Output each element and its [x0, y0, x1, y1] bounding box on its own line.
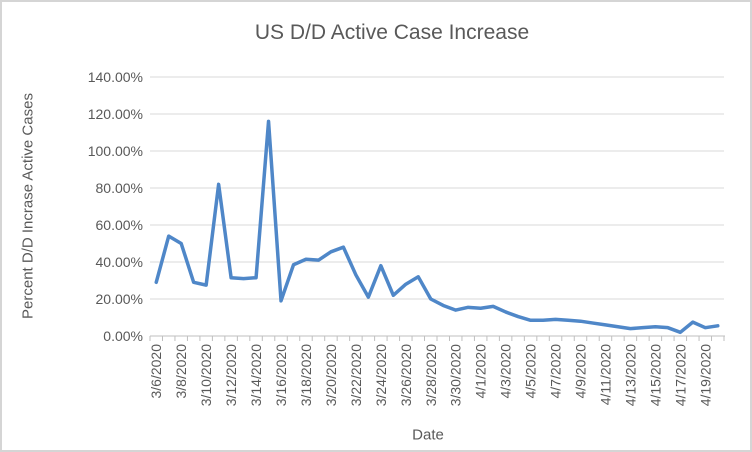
x-tick-label: 4/19/2020	[697, 344, 713, 406]
x-tick-label: 4/1/2020	[473, 344, 489, 399]
y-tick-label: 140.00%	[88, 69, 143, 85]
y-tick-label: 80.00%	[96, 180, 143, 196]
x-tick-label: 4/11/2020	[597, 344, 613, 405]
y-tick-label: 20.00%	[96, 291, 143, 307]
x-tick-label: 4/9/2020	[573, 344, 589, 399]
x-tick-label: 3/24/2020	[373, 344, 389, 406]
x-tick-label: 3/18/2020	[298, 344, 314, 406]
data-series-line	[154, 119, 720, 335]
x-tick-label: 3/14/2020	[248, 344, 264, 406]
x-tick-label: 3/10/2020	[198, 344, 214, 406]
y-tick-label: 60.00%	[96, 217, 143, 233]
chart-title: US D/D Active Case Increase	[254, 21, 530, 44]
x-tick-label: 4/17/2020	[672, 344, 688, 406]
x-tick-label: 3/28/2020	[423, 344, 439, 406]
x-tick-label: 3/12/2020	[223, 344, 239, 406]
x-axis-title: Date	[412, 426, 444, 444]
y-tick-label: 40.00%	[96, 254, 143, 270]
x-tick-label: 3/22/2020	[348, 344, 364, 406]
x-tick-label: 4/5/2020	[523, 344, 539, 399]
x-tick-label: 4/15/2020	[647, 344, 663, 406]
y-tick-label: 120.00%	[88, 106, 143, 122]
x-tick-label: 4/13/2020	[622, 344, 638, 406]
x-tick-label: 3/6/2020	[148, 344, 164, 399]
x-tick-label: 3/26/2020	[398, 344, 414, 406]
y-tick-label: 100.00%	[88, 143, 143, 159]
x-tick-label: 3/8/2020	[173, 344, 189, 399]
x-tick-label: 4/3/2020	[498, 344, 514, 399]
y-tick-label: 0.00%	[103, 328, 143, 344]
x-tick-label: 4/7/2020	[548, 344, 564, 399]
x-tick-label: 3/20/2020	[323, 344, 339, 406]
x-tick-label: 3/16/2020	[273, 344, 289, 406]
x-tick-label: 3/30/2020	[448, 344, 464, 406]
